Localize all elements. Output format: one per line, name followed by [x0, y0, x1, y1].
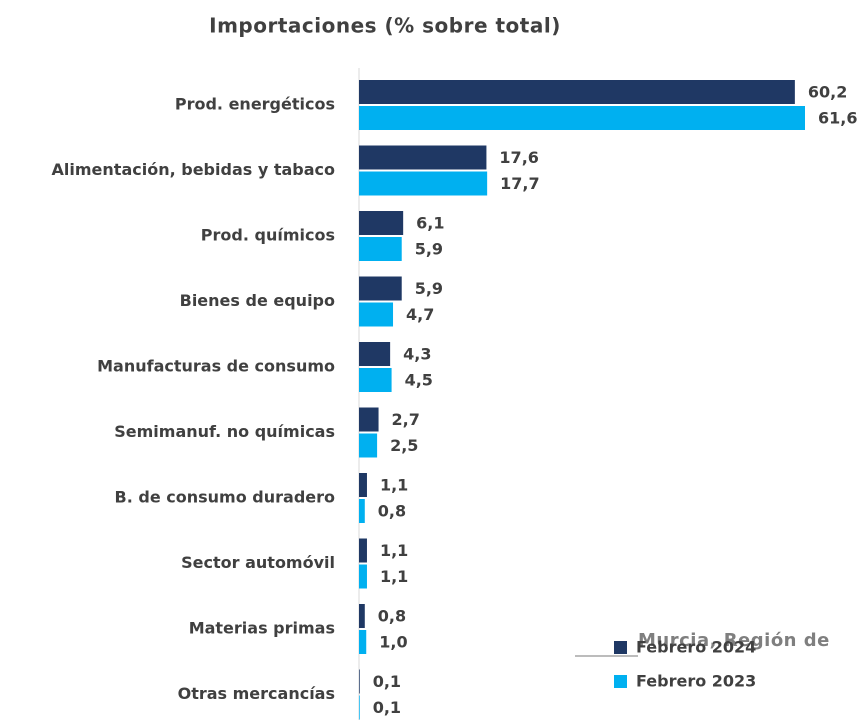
value-label: 4,7 [406, 305, 434, 324]
bar [359, 538, 367, 563]
legend-title: Murcia, Región de [638, 630, 830, 651]
value-label: 1,0 [379, 633, 407, 652]
bar [359, 433, 378, 458]
bar [359, 407, 379, 432]
bar [359, 302, 394, 327]
bar [359, 499, 365, 523]
category-label: Materias primas [189, 619, 335, 638]
value-label: 0,8 [378, 502, 406, 521]
bar [359, 276, 402, 301]
value-label: 5,9 [415, 240, 443, 259]
value-label: 5,9 [415, 279, 443, 298]
legend-label: Febrero 2023 [636, 672, 756, 691]
bar [359, 669, 360, 694]
category-label: Prod. energéticos [175, 95, 335, 114]
value-label: 0,1 [373, 698, 401, 717]
value-label: 60,2 [808, 83, 847, 102]
bar [359, 604, 365, 628]
bar [359, 368, 392, 392]
legend-swatch [614, 675, 627, 688]
bar [359, 695, 360, 720]
value-label: 1,1 [380, 541, 408, 560]
value-label: 61,6 [818, 109, 857, 128]
category-label: Bienes de equipo [180, 291, 335, 310]
value-label: 4,5 [405, 371, 433, 390]
bar [359, 80, 795, 104]
value-label: 1,1 [380, 476, 408, 495]
value-label: 2,7 [392, 410, 420, 429]
bar [359, 145, 487, 170]
category-label: Sector automóvil [181, 553, 335, 572]
value-label: 6,1 [416, 214, 444, 233]
category-label: Semimanuf. no químicas [114, 422, 335, 441]
bar [359, 211, 404, 235]
bar [359, 106, 805, 130]
bar [359, 237, 402, 261]
value-label: 17,7 [500, 174, 539, 193]
value-label: 17,6 [499, 148, 538, 167]
bar [359, 630, 367, 654]
category-label: Manufacturas de consumo [97, 357, 335, 376]
chart-title: Importaciones (% sobre total) [209, 14, 561, 38]
value-label: 0,8 [378, 607, 406, 626]
category-label: Otras mercancías [178, 684, 335, 703]
bar [359, 171, 488, 196]
value-label: 1,1 [380, 567, 408, 586]
bar [359, 342, 391, 366]
bar [359, 473, 367, 497]
category-label: Alimentación, bebidas y tabaco [52, 160, 335, 179]
legend-label: Febrero 2024 [636, 638, 756, 657]
value-label: 4,3 [403, 345, 431, 364]
value-label: 2,5 [390, 436, 418, 455]
category-label: B. de consumo duradero [115, 488, 335, 507]
bar [359, 564, 367, 589]
legend-swatch [614, 641, 627, 654]
value-label: 0,1 [373, 672, 401, 691]
category-label: Prod. químicos [201, 226, 335, 245]
